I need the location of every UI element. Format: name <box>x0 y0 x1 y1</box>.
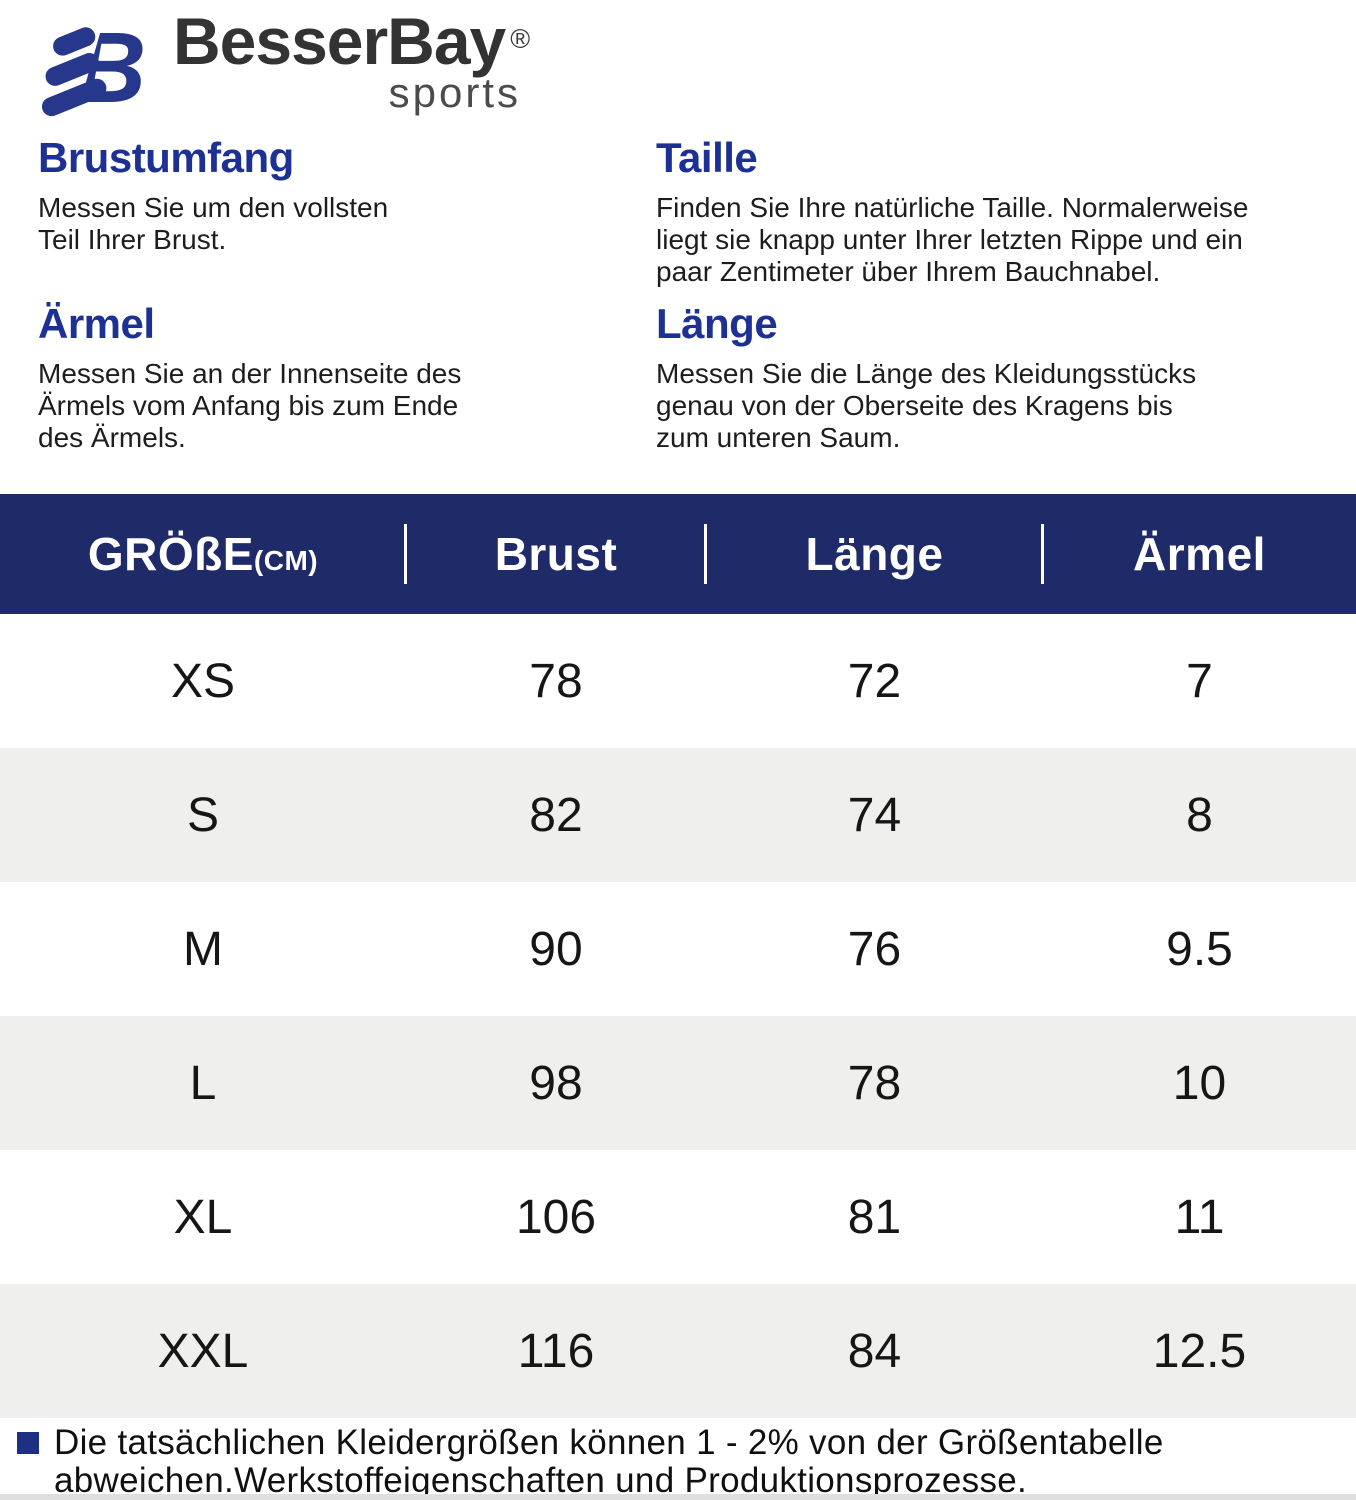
size-table-header: GRÖßE (CM) Brust Länge Ärmel <box>0 494 1356 614</box>
text-line: Ärmels vom Anfang bis zum Ende <box>38 390 459 421</box>
cell-laenge: 76 <box>847 922 902 976</box>
size-table-row: L 98 78 10 <box>0 1016 1356 1150</box>
bottom-edge-strip <box>0 1494 1356 1500</box>
cell-brust: 90 <box>529 922 583 976</box>
size-table-row: XS 78 72 7 <box>0 614 1356 748</box>
cell-laenge: 72 <box>847 654 902 708</box>
cell-brust: 106 <box>515 1190 597 1244</box>
header-divider <box>404 524 407 584</box>
cell-aermel: 9.5 <box>1166 922 1233 976</box>
size-table-row: M 90 76 9.5 <box>0 882 1356 1016</box>
size-table-row: S 82 74 8 <box>0 748 1356 882</box>
section-title: Länge <box>656 300 778 347</box>
text-line: paar Zentimeter über Ihrem Bauchnabel. <box>656 256 1161 287</box>
header-divider <box>1041 524 1044 584</box>
text-line: zum unteren Saum. <box>656 422 901 453</box>
section-aermel: Ärmel Messen Sie an der Innenseite des Är… <box>38 300 598 454</box>
cell-laenge: 74 <box>847 788 902 842</box>
cell-brust: 82 <box>529 788 583 842</box>
section-title: Brustumfang <box>38 134 294 181</box>
size-table-row: XL 106 81 11 <box>0 1150 1356 1284</box>
cell-size: XXL <box>157 1324 249 1378</box>
text-line: genau von der Oberseite des Kragens bis <box>656 390 1173 421</box>
cell-size: L <box>189 1056 217 1110</box>
brand-name-text: BesserBay <box>173 4 506 78</box>
cell-aermel: 11 <box>1174 1190 1225 1244</box>
besserbay-b-icon: B <box>41 10 146 118</box>
section-title: Taille <box>656 134 758 181</box>
cell-aermel: 8 <box>1186 788 1213 842</box>
cell-size: S <box>186 788 219 842</box>
brand-subtitle: sports <box>388 69 521 116</box>
text-line: Die tatsächlichen Kleidergrößen können 1… <box>54 1423 1164 1462</box>
size-table-body: XS 78 72 7 S 82 74 8 M 90 76 9.5 L 98 78… <box>0 614 1356 1418</box>
cell-laenge: 81 <box>847 1190 902 1244</box>
brand-name: BesserBay ® <box>173 4 530 78</box>
size-table-row: XXL 116 84 12.5 <box>0 1284 1356 1418</box>
cell-aermel: 12.5 <box>1152 1324 1247 1378</box>
text-line: Messen Sie um den vollsten <box>38 192 389 223</box>
section-title: Ärmel <box>38 300 155 347</box>
cell-brust: 98 <box>529 1056 583 1110</box>
text-line: abweichen.Werkstoffeigenschaften und Pro… <box>54 1461 1028 1500</box>
brand-logo: BesserBay ® sports <box>173 4 530 116</box>
cell-aermel: 7 <box>1186 654 1213 708</box>
text-line: liegt sie knapp unter Ihrer letzten Ripp… <box>656 224 1243 255</box>
note-bullet-icon <box>17 1432 39 1454</box>
header-cell-groesse: GRÖßE (CM) <box>0 527 406 581</box>
text-line: Messen Sie die Länge des Kleidungsstücks <box>656 358 1197 389</box>
header-size-unit: (CM) <box>253 545 319 576</box>
section-brustumfang: Brustumfang Messen Sie um den vollsten Te… <box>38 134 598 256</box>
section-body: Messen Sie an der Innenseite des Ärmels v… <box>38 358 598 454</box>
text-line: des Ärmels. <box>38 422 186 453</box>
cell-brust: 116 <box>517 1324 595 1378</box>
text-line: Teil Ihrer Brust. <box>38 224 227 255</box>
section-body: Messen Sie die Länge des Kleidungsstücks… <box>656 358 1356 454</box>
cell-laenge: 84 <box>847 1324 902 1378</box>
header-cell-aermel: Ärmel <box>1133 528 1266 580</box>
text-line: Messen Sie an der Innenseite des <box>38 358 462 389</box>
section-taille: Taille Finden Sie Ihre natürliche Taille… <box>656 134 1356 288</box>
header-cell-brust: Brust <box>494 528 618 580</box>
text-line: Finden Sie Ihre natürliche Taille. Norma… <box>656 192 1249 223</box>
cell-size: XL <box>173 1190 233 1244</box>
header-cell-laenge: Länge <box>805 528 944 580</box>
section-body: Finden Sie Ihre natürliche Taille. Norma… <box>656 192 1356 288</box>
header-size-label: GRÖßE <box>87 528 254 580</box>
registered-trademark-icon: ® <box>510 24 530 54</box>
cell-laenge: 78 <box>847 1056 902 1110</box>
cell-brust: 78 <box>529 654 583 708</box>
disclaimer-note: Die tatsächlichen Kleidergrößen können 1… <box>54 1424 1354 1500</box>
section-laenge: Länge Messen Sie die Länge des Kleidungs… <box>656 300 1356 454</box>
header-divider <box>704 524 707 584</box>
cell-aermel: 10 <box>1172 1056 1227 1110</box>
cell-size: M <box>183 922 223 976</box>
cell-size: XS <box>170 654 236 708</box>
section-body: Messen Sie um den vollsten Teil Ihrer Bru… <box>38 192 598 256</box>
